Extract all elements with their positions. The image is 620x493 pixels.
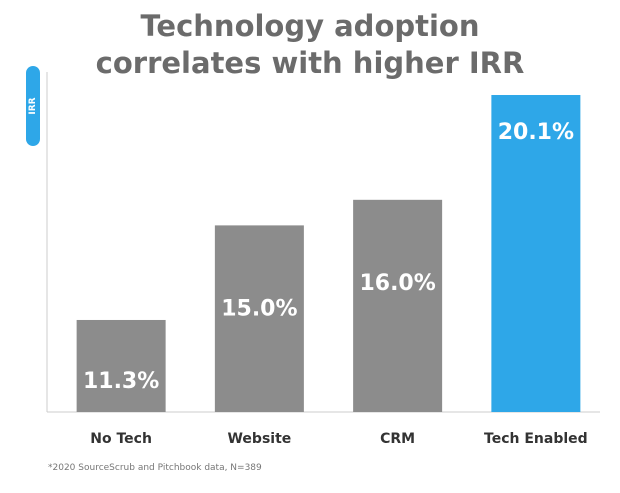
footnote: *2020 SourceScrub and Pitchbook data, N=… bbox=[48, 463, 262, 473]
data-label-website: 15.0% bbox=[221, 296, 297, 321]
bar-no-tech bbox=[76, 319, 166, 412]
x-tick-label-no-tech: No Tech bbox=[90, 431, 152, 447]
chart-title-line-2: correlates with higher IRR bbox=[95, 46, 525, 80]
chart-title: Technology adoption correlates with high… bbox=[0, 8, 620, 82]
y-axis-label-pill bbox=[26, 66, 40, 146]
data-label-tech-enabled: 20.1% bbox=[498, 120, 574, 145]
data-label-crm: 16.0% bbox=[359, 271, 435, 296]
bar-crm bbox=[353, 199, 443, 412]
bar-tech-enabled bbox=[491, 95, 581, 413]
x-tick-label-crm: CRM bbox=[380, 431, 415, 447]
chart-title-line-1: Technology adoption bbox=[140, 9, 480, 43]
x-tick-label-tech-enabled: Tech Enabled bbox=[484, 431, 588, 447]
bar-website bbox=[214, 225, 304, 412]
x-tick-label-website: Website bbox=[227, 431, 291, 447]
data-label-no-tech: 11.3% bbox=[83, 369, 159, 394]
